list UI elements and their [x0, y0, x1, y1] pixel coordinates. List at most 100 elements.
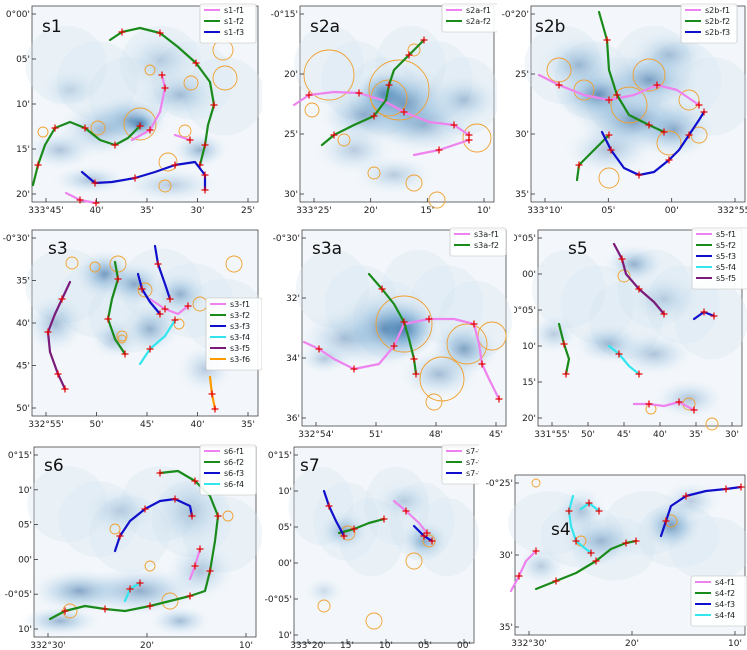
- y-tick-label: 36': [286, 414, 300, 424]
- clump-marker: [632, 537, 640, 545]
- clump-marker: [478, 360, 486, 368]
- clump-marker: [340, 532, 348, 540]
- legend: s4-f1 s4-f2 s4-f3 s4-f4: [690, 575, 747, 627]
- y-tick-label: 10': [522, 342, 536, 352]
- legend-label: s6-f3: [224, 469, 244, 478]
- clump-marker: [51, 124, 59, 132]
- y-tick-label: 30': [515, 130, 529, 140]
- clump-marker: [552, 577, 560, 585]
- clump-marker: [166, 295, 174, 303]
- clump-marker: [653, 81, 661, 89]
- clump-marker: [370, 112, 378, 120]
- panel-title: s5: [568, 239, 588, 259]
- core-circle: [158, 152, 178, 172]
- panel-title: s2a: [310, 17, 340, 37]
- core-circle: [37, 126, 49, 138]
- legend-label: s1-f1: [224, 6, 244, 15]
- clump-marker: [603, 36, 611, 44]
- core-circle: [375, 295, 433, 353]
- y-tick-label: 10': [18, 625, 32, 635]
- legend-label: s5-f4: [716, 263, 736, 272]
- x-tick-label: 15': [340, 641, 354, 650]
- clump-marker: [210, 101, 218, 109]
- filament-spine: [80, 160, 207, 192]
- core-circle: [610, 86, 648, 124]
- clump-marker: [587, 549, 595, 557]
- x-tick-label: 00': [665, 206, 679, 216]
- filament-spine: [320, 38, 426, 147]
- y-tick-label: 10': [16, 100, 30, 110]
- clump-marker: [465, 136, 473, 144]
- y-tick-label: 05': [16, 55, 30, 65]
- x-tick-label: 332°30': [511, 639, 547, 649]
- clump-marker: [191, 562, 199, 570]
- y-tick-label: 10': [18, 486, 32, 496]
- core-circle: [317, 599, 331, 613]
- s1-map: 0°00' 05' 10' 15' 20' 333°45' 40' 35' 30' 25' s1 s1…: [6, 3, 262, 216]
- x-tick-label: 10': [239, 641, 253, 650]
- clump-marker: [61, 607, 69, 615]
- legend-label: s7-f3: [466, 469, 479, 478]
- emission-blob: [614, 332, 694, 376]
- emission-blob: [40, 70, 100, 110]
- clump-marker: [116, 532, 124, 540]
- filament-spine: [113, 497, 194, 553]
- x-tick-label: 35': [140, 206, 154, 216]
- clump-marker: [562, 370, 570, 378]
- y-tick-label: 10': [278, 631, 292, 641]
- clump-marker: [410, 355, 418, 363]
- y-tick-label: 10': [278, 487, 292, 497]
- filament-spine: [292, 90, 471, 137]
- legend-label: s3-f2: [230, 311, 250, 320]
- clump-marker: [635, 171, 643, 179]
- clump-marker: [675, 398, 683, 406]
- legend: s3a-f1 s3a-f2: [449, 227, 507, 257]
- filament-spine: [173, 133, 192, 142]
- panel-title: s3: [48, 239, 68, 259]
- s5-map: 0°05' 00' -0°05' 10' 15' 20' 331°55' 50' 45' 40' 3…: [514, 227, 747, 439]
- clump-marker: [58, 295, 66, 303]
- legend-label: s2b-f2: [705, 17, 730, 26]
- legend-label: s7-f2: [466, 458, 479, 467]
- clump-marker: [435, 146, 443, 154]
- core-circle: [212, 65, 238, 91]
- emission-blob: [85, 486, 155, 536]
- filament-spine: [138, 318, 177, 366]
- emission-blob: [165, 541, 235, 601]
- clump-marker: [171, 495, 179, 503]
- y-tick-label: -0°15': [271, 10, 298, 20]
- emission-blob: [529, 314, 579, 354]
- x-tick-label: 332°54': [298, 430, 334, 439]
- clump-marker: [635, 285, 643, 293]
- legend: s2b-f1 s2b-f2 s2b-f3: [680, 3, 738, 44]
- legend-label: s5-f5: [716, 274, 736, 283]
- y-tick-label: 30': [284, 190, 298, 200]
- core-circle: [137, 282, 153, 298]
- clump-marker: [607, 146, 615, 154]
- emission-blob: [556, 486, 606, 536]
- x-tick-label: 50': [90, 420, 104, 430]
- legend-label: s1-f3: [224, 28, 244, 37]
- core-circle: [183, 75, 199, 91]
- clump-marker: [186, 592, 194, 600]
- legend-label: s3a-f2: [474, 241, 499, 250]
- filament-spine: [509, 549, 538, 593]
- clump-marker: [171, 316, 179, 324]
- panel-s2a: -0°15' 20' 25' 30' 333°25' 20' 15' 10' s2a s2a-f1…: [264, 0, 497, 222]
- clump-marker: [101, 605, 109, 613]
- legend-label: s2a-f1: [466, 6, 491, 15]
- core-circle: [144, 560, 156, 572]
- y-tick-label: 0°00': [6, 10, 30, 20]
- x-tick-label: 48': [429, 430, 443, 439]
- clump-marker: [402, 507, 410, 515]
- emission-blob: [25, 294, 85, 354]
- emission-blob: [299, 344, 349, 374]
- clump-marker: [400, 318, 408, 326]
- x-tick-label: 45': [489, 430, 503, 439]
- y-tick-label: 20': [16, 190, 30, 200]
- filament-spine: [337, 517, 386, 535]
- legend-label: s4-f3: [715, 600, 735, 609]
- clump-marker: [378, 285, 386, 293]
- core-circle: [367, 166, 381, 180]
